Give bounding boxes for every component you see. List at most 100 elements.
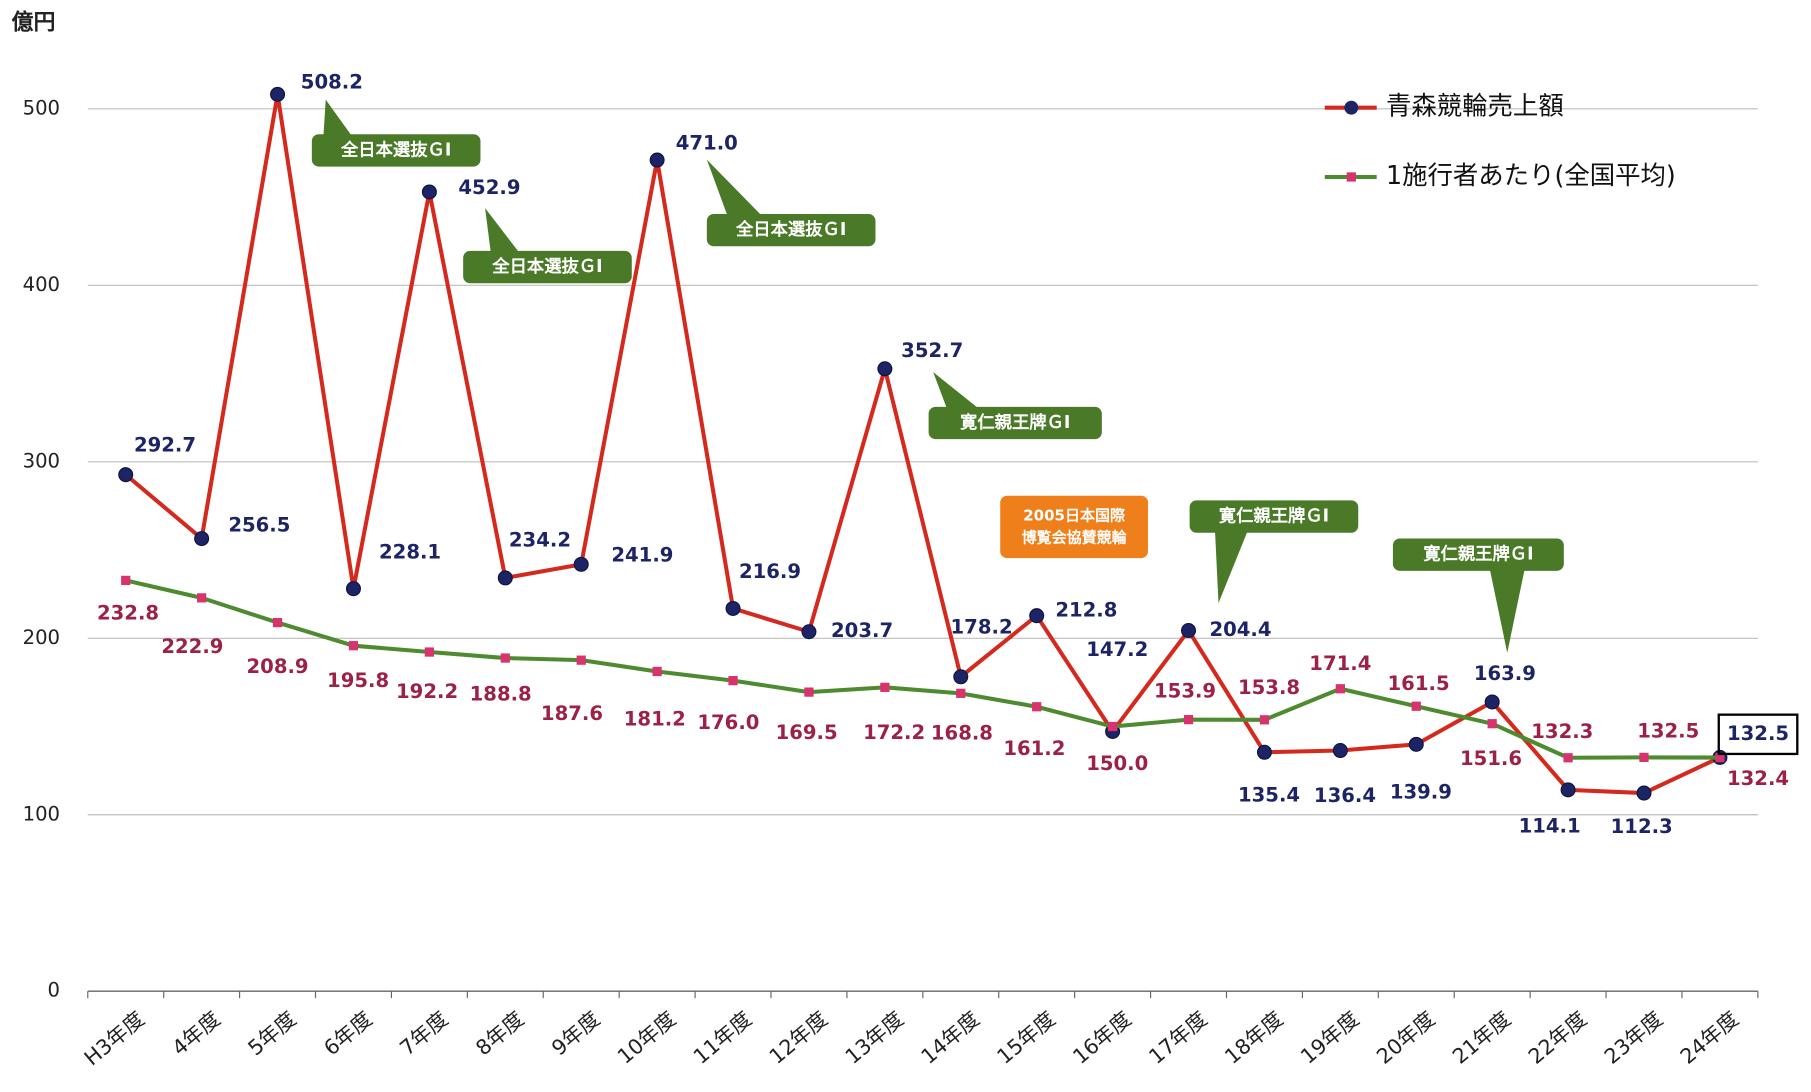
y-tick-label: 400 (23, 273, 60, 296)
annotation: 全日本選抜ＧⅠ (311, 99, 481, 167)
point (121, 575, 131, 586)
point (877, 361, 893, 377)
point (1183, 715, 1194, 725)
x-tick-label: 6年度 (319, 1007, 376, 1061)
annotation: 寛仁親王牌ＧⅠ (1392, 538, 1564, 653)
point (573, 556, 589, 572)
value-label: 114.1 (1519, 814, 1581, 837)
value-label: 161.2 (1003, 737, 1065, 760)
annotation-tail (1215, 531, 1248, 604)
value-label: 192.2 (396, 680, 458, 703)
point (956, 688, 966, 698)
annotation: 全日本選抜ＧⅠ (706, 159, 876, 247)
point (1639, 752, 1649, 763)
x-tick-label: 16年度 (1068, 1007, 1135, 1069)
value-label: 232.8 (97, 601, 159, 624)
annotation-text: 寛仁親王牌ＧⅠ (1423, 544, 1533, 565)
value-label: 161.5 (1388, 672, 1450, 695)
annotation-box (706, 213, 876, 247)
point (500, 653, 510, 663)
series-line (124, 92, 1721, 796)
annotation-tail (323, 99, 353, 137)
point (1411, 701, 1421, 711)
point (421, 184, 437, 200)
point (880, 682, 890, 692)
point (804, 687, 814, 697)
value-label: 452.9 (458, 176, 520, 199)
value-label: 195.8 (327, 669, 389, 692)
point (1484, 694, 1500, 710)
point (270, 86, 286, 102)
value-label: 172.2 (863, 721, 925, 744)
point (348, 641, 359, 651)
value-label: 139.9 (1390, 780, 1452, 803)
annotation-tail (933, 372, 980, 410)
y-tick-label: 300 (23, 449, 60, 472)
point (1335, 684, 1345, 694)
value-label: 216.9 (739, 560, 801, 583)
value-label: 136.4 (1314, 784, 1376, 807)
legend-marker (1346, 172, 1356, 182)
annotation-text: 全日本選抜ＧⅠ (340, 139, 451, 160)
value-label: 188.8 (470, 683, 532, 706)
legend-label: 青森競輪売上額 (1386, 91, 1564, 121)
x-tick-label: H3年度 (80, 1007, 149, 1071)
x-tick-label: 14年度 (917, 1007, 984, 1069)
value-label: 228.1 (379, 540, 441, 563)
y-tick-label: 0 (48, 979, 61, 1002)
x-tick-label: 24年度 (1676, 1007, 1743, 1069)
value-label: 132.3 (1531, 720, 1593, 743)
annotation-text: 寛仁親王牌ＧⅠ (960, 412, 1070, 433)
x-tick-label: 5年度 (243, 1007, 300, 1061)
value-label: 204.4 (1209, 618, 1271, 641)
value-label: 150.0 (1086, 752, 1148, 775)
annotation: 全日本選抜ＧⅠ (463, 208, 632, 284)
annotation-text: 2005日本国際 (1023, 506, 1126, 524)
point (1332, 743, 1348, 759)
annotation-box (1189, 500, 1359, 533)
value-label-box (1717, 713, 1799, 756)
value-label: 135.4 (1238, 784, 1300, 807)
value-label: 241.9 (611, 544, 673, 567)
value-label: 171.4 (1309, 652, 1371, 675)
annotation-text: 全日本選抜ＧⅠ (735, 219, 846, 240)
value-label: 163.9 (1474, 662, 1536, 685)
x-tick-label: 10年度 (613, 1007, 680, 1069)
annotation-text: 博覧会協賛競輪 (1022, 528, 1128, 546)
legend-marker (1344, 100, 1359, 115)
x-tick-label: 12年度 (765, 1007, 832, 1069)
value-label: 187.6 (541, 702, 603, 725)
point (652, 666, 662, 677)
annotation-text: 全日本選抜ＧⅠ (491, 256, 602, 277)
value-label: 256.5 (228, 513, 290, 536)
point (649, 152, 665, 168)
value-label: 508.2 (301, 70, 363, 93)
point (197, 593, 207, 603)
y-tick-label: 100 (23, 802, 60, 825)
x-tick-label: 8年度 (471, 1007, 528, 1061)
value-label: 471.0 (676, 131, 738, 154)
value-label: 132.4 (1727, 767, 1789, 790)
point (1408, 736, 1424, 752)
value-label: 203.7 (831, 619, 893, 642)
point (1181, 623, 1197, 639)
value-label: 151.6 (1460, 747, 1522, 770)
value-label: 222.9 (161, 635, 223, 658)
annotation-box (311, 134, 481, 167)
point (728, 676, 738, 686)
x-tick-label: 18年度 (1220, 1007, 1287, 1069)
point (801, 624, 817, 640)
value-label: 132.5 (1727, 722, 1789, 745)
point (194, 531, 210, 547)
x-tick-label: 19年度 (1296, 1007, 1363, 1069)
point (725, 600, 741, 616)
value-label: 292.7 (134, 433, 196, 456)
value-label: 212.8 (1055, 599, 1117, 622)
x-tick-label: 9年度 (547, 1007, 604, 1061)
x-tick-label: 21年度 (1448, 1007, 1515, 1069)
x-tick-label: 23年度 (1600, 1007, 1667, 1069)
value-label: 168.8 (931, 721, 993, 744)
x-tick-label: 20年度 (1372, 1007, 1439, 1069)
